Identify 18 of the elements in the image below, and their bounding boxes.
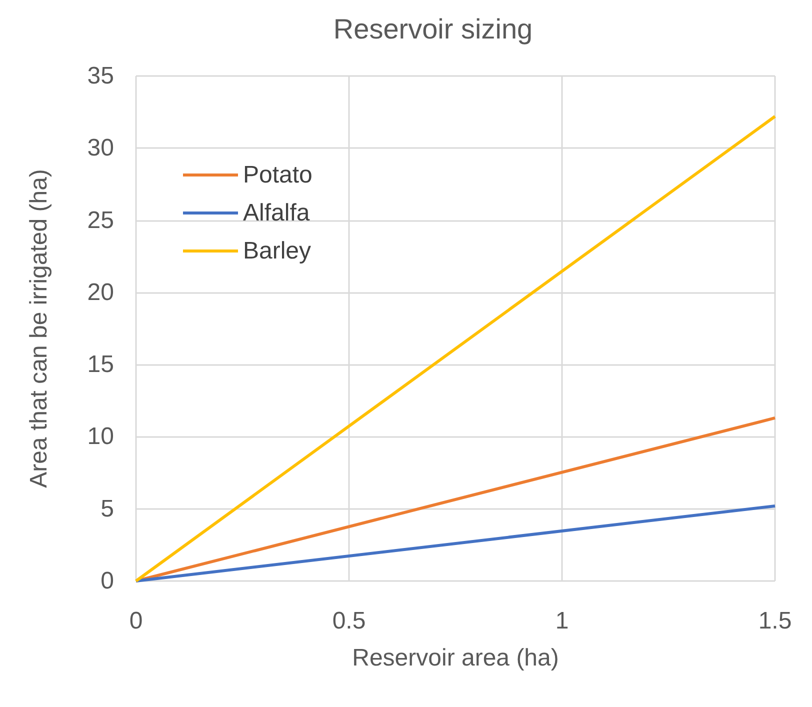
y-tick-label: 0 [100, 568, 114, 594]
x-tick-label: 1.5 [758, 608, 792, 634]
x-tick-label: 0.5 [332, 608, 366, 634]
x-axis-title: Reservoir area (ha) [352, 644, 559, 672]
chart-title: Reservoir sizing [333, 14, 533, 44]
x-tick-label: 0 [129, 608, 143, 634]
legend-label: Alfalfa [243, 200, 310, 226]
y-tick-label: 15 [87, 351, 114, 378]
y-tick-label: 10 [87, 423, 114, 450]
y-tick-label: 5 [100, 495, 114, 522]
x-tick-label: 1 [555, 608, 569, 634]
y-tick-label: 30 [87, 134, 114, 162]
y-tick-label: 35 [87, 62, 114, 90]
y-axis-title: Area that can be irrigated (ha) [26, 169, 52, 488]
y-tick-label: 25 [87, 206, 114, 234]
legend-label: Potato [243, 162, 312, 188]
legend-label: Barley [243, 238, 312, 264]
y-tick-label: 20 [87, 278, 114, 306]
